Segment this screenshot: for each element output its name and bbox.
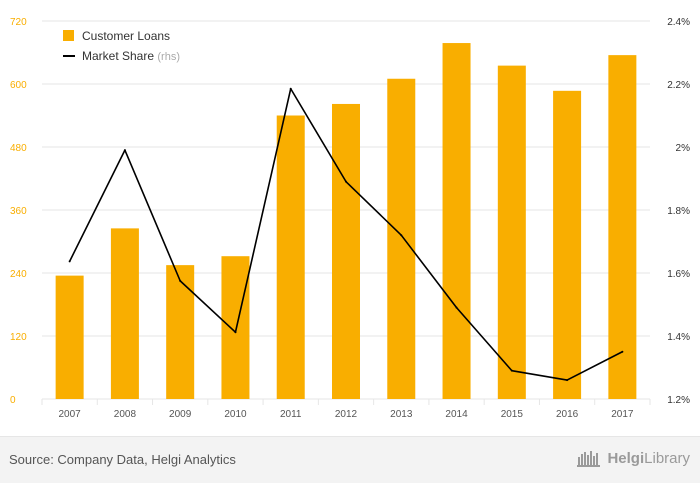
point-market-share [455, 306, 458, 309]
bar-customer-loans [221, 256, 250, 399]
y-left-tick-label: 120 [10, 332, 27, 343]
y-right-tick-label: 2.4% [667, 17, 690, 28]
x-tick-label: 2010 [224, 409, 247, 420]
y-left-tick-label: 600 [10, 80, 27, 91]
x-tick-label: 2009 [169, 409, 192, 420]
point-market-share [345, 180, 347, 183]
y-right-tick-label: 1.8% [667, 206, 690, 217]
legend-label-market-share: Market Share (rhs) [82, 49, 180, 63]
bar-customer-loans [276, 115, 305, 399]
y-right-tick-label: 2% [676, 143, 691, 154]
bar-customer-loans [442, 43, 471, 400]
legend: Customer Loans Market Share (rhs) [63, 29, 180, 63]
bar-customer-loans [166, 265, 195, 399]
y-left-tick-label: 360 [10, 206, 27, 217]
bar-customer-loans [110, 228, 139, 399]
bar-customer-loans [608, 55, 637, 399]
point-market-share [289, 87, 292, 90]
x-tick-label: 2012 [335, 409, 358, 420]
footer-bar: Source: Company Data, Helgi Analytics He… [0, 436, 700, 483]
point-market-share [234, 331, 237, 334]
legend-label-market-share-suffix: (rhs) [157, 51, 180, 63]
legend-label-customer-loans: Customer Loans [82, 29, 170, 43]
brand-suffix: Library [644, 449, 690, 467]
x-tick-label: 2016 [556, 409, 579, 420]
x-tick-label: 2013 [390, 409, 413, 420]
bar-customer-loans [55, 275, 84, 399]
y-right-tick-label: 1.4% [667, 332, 690, 343]
axis-layer: 0 120 240 360 480 600 720 1.2% 1.4% 1.6% 1.8% 2% 2.2… [10, 17, 690, 420]
point-market-share [566, 379, 569, 382]
x-tick-label: 2014 [445, 409, 468, 420]
point-market-share [621, 350, 624, 353]
x-tick-label: 2007 [59, 409, 82, 420]
bar-customer-loans [387, 78, 416, 399]
bars-layer [55, 43, 637, 400]
y-left-tick-label: 240 [10, 269, 27, 280]
brand-prefix: Helgi [607, 449, 645, 467]
y-right-tick-label: 2.2% [667, 80, 690, 91]
line-layer [68, 87, 624, 382]
y-right-tick-label: 1.2% [667, 395, 690, 406]
point-market-share [510, 369, 513, 372]
bar-customer-loans [497, 65, 526, 399]
y-left-tick-label: 0 [10, 395, 16, 406]
y-left-tick-label: 720 [10, 17, 27, 28]
point-market-share [123, 149, 126, 152]
y-right-tick-label: 1.6% [667, 269, 690, 280]
x-tick-label: 2015 [501, 409, 524, 420]
legend-swatch-customer-loans [63, 30, 74, 41]
point-market-share [179, 279, 182, 282]
point-market-share [68, 260, 71, 263]
x-tick-label: 2008 [114, 409, 137, 420]
x-tick-label: 2017 [611, 409, 634, 420]
y-left-tick-label: 480 [10, 143, 27, 154]
bar-customer-loans [332, 103, 360, 399]
point-market-share [400, 234, 403, 237]
bar-customer-loans [553, 90, 582, 399]
helgi-library-logo-icon [577, 449, 603, 467]
x-tick-label: 2011 [280, 409, 302, 420]
legend-label-market-share-text: Market Share [82, 49, 157, 63]
brand[interactable]: Helgi Library [577, 449, 690, 467]
source-text: Source: Company Data, Helgi Analytics [9, 452, 236, 467]
